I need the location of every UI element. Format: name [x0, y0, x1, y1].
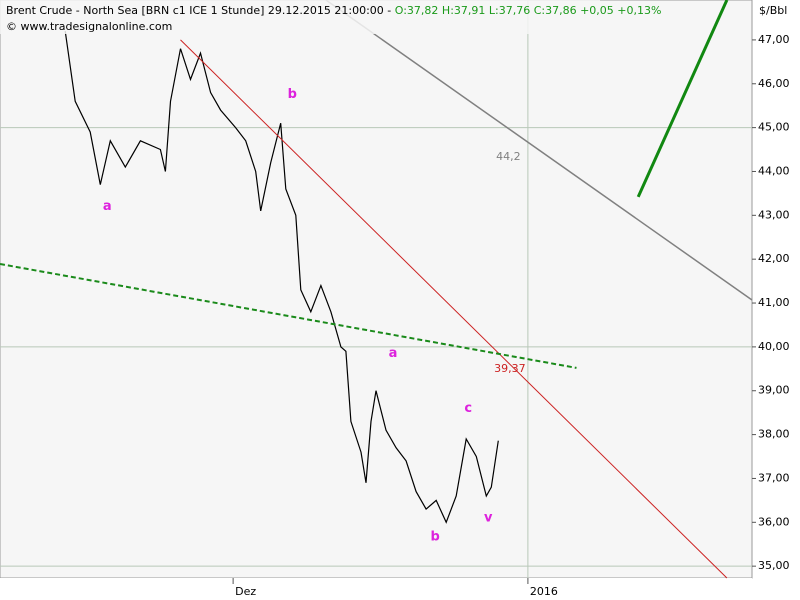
- plot-area: [0, 0, 753, 579]
- y-tick-label: 35,00: [758, 559, 790, 572]
- y-tick-label: 37,00: [758, 471, 790, 484]
- y-tick-label: 36,00: [758, 515, 790, 528]
- y-tick-label: 47,00: [758, 33, 790, 46]
- x-tick-label: 2016: [530, 585, 558, 598]
- header-bg: [0, 0, 600, 34]
- y-tick-label: 40,00: [758, 340, 790, 353]
- annotation: 44,2: [496, 150, 521, 163]
- series-line: [64, 31, 499, 524]
- x-axis-strip: [0, 578, 752, 600]
- annotation: c: [464, 401, 472, 416]
- grid: [0, 0, 752, 578]
- annotation: a: [389, 346, 398, 361]
- annotation: v: [484, 510, 493, 525]
- y-tick-label: 45,00: [758, 121, 790, 134]
- annotation: 39,37: [494, 362, 526, 375]
- annotation: a: [103, 199, 112, 214]
- y-tick-label: 39,00: [758, 384, 790, 397]
- y-tick-label: 41,00: [758, 296, 790, 309]
- y-unit: $/Bbl: [759, 4, 787, 17]
- annotation: b: [431, 530, 440, 545]
- chart-title: Brent Crude - North Sea [BRN c1 ICE 1 St…: [6, 4, 661, 17]
- quote: O:37,82 H:37,91 L:37,76 C:37,86 +0,05 +0…: [395, 4, 662, 17]
- annotation: b: [288, 87, 297, 102]
- series-line: [325, 0, 753, 301]
- y-tick-label: 44,00: [758, 164, 790, 177]
- subtitle: © www.tradesignalonline.com: [6, 20, 172, 33]
- y-tick-label: 46,00: [758, 77, 790, 90]
- series-line: [180, 39, 728, 579]
- y-tick-label: 38,00: [758, 428, 790, 441]
- title: Brent Crude - North Sea [BRN c1 ICE 1 St…: [6, 4, 391, 17]
- x-tick-label: Dez: [235, 585, 256, 598]
- y-tick-label: 42,00: [758, 252, 790, 265]
- series-layer: [0, 0, 753, 579]
- y-tick-label: 43,00: [758, 208, 790, 221]
- series-line: [636, 0, 729, 198]
- series-line: [0, 263, 577, 369]
